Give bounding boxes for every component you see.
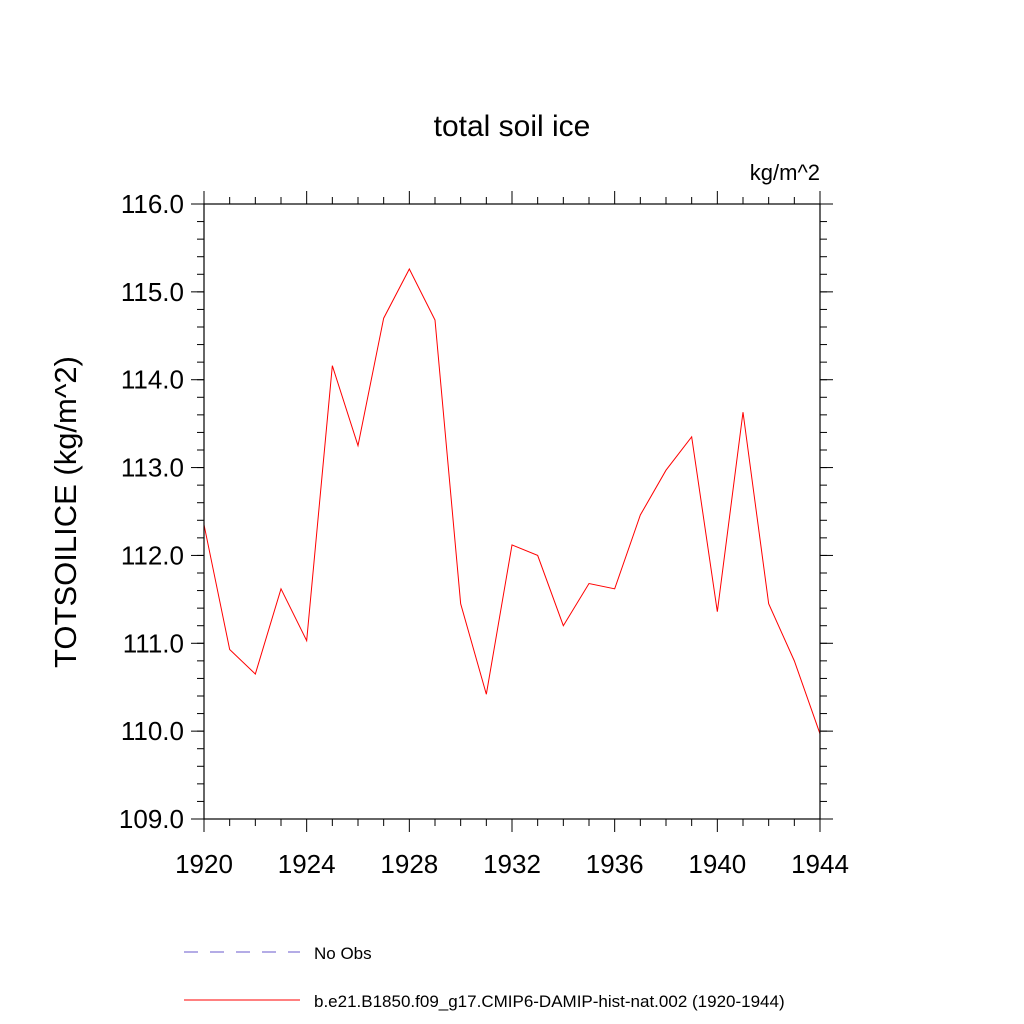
y-tick-label: 110.0 — [121, 716, 184, 746]
x-tick-label: 1932 — [483, 849, 541, 879]
x-tick-label: 1920 — [175, 849, 233, 879]
y-tick-label: 116.0 — [121, 189, 184, 219]
axis-ticks — [191, 191, 833, 832]
y-tick-labels: 109.0 110.0 111.0 112.0 113.0 114.0 115.0 116.0 — [119, 189, 184, 834]
y-tick-label: 111.0 — [123, 628, 184, 658]
chart-title: total soil ice — [434, 110, 591, 143]
x-tick-label: 1936 — [586, 849, 644, 879]
y-axis-label: TOTSOILICE (kg/m^2) — [48, 356, 83, 668]
plot-lines — [203, 267, 821, 734]
y-tick-label: 112.0 — [121, 540, 184, 570]
legend-label-model-run: b.e21.B1850.f09_g17.CMIP6-DAMIP-hist-nat… — [314, 992, 785, 1011]
x-tick-label: 1940 — [688, 849, 746, 879]
y-tick-label: 109.0 — [119, 804, 184, 834]
y-tick-label: 114.0 — [121, 365, 184, 395]
x-tick-label: 1924 — [278, 849, 336, 879]
x-tick-labels: 1920 1924 1928 1932 1936 1940 1944 — [175, 849, 849, 879]
plot-frame — [203, 203, 821, 820]
units-label: kg/m^2 — [750, 160, 820, 185]
x-tick-label: 1928 — [380, 849, 438, 879]
y-tick-label: 115.0 — [121, 277, 184, 307]
legend-label-no-obs: No Obs — [314, 944, 372, 963]
series-line — [203, 267, 821, 734]
legend: No Obs b.e21.B1850.f09_g17.CMIP6-DAMIP-h… — [184, 944, 785, 1011]
y-tick-label: 113.0 — [121, 453, 184, 483]
x-tick-label: 1944 — [791, 849, 849, 879]
